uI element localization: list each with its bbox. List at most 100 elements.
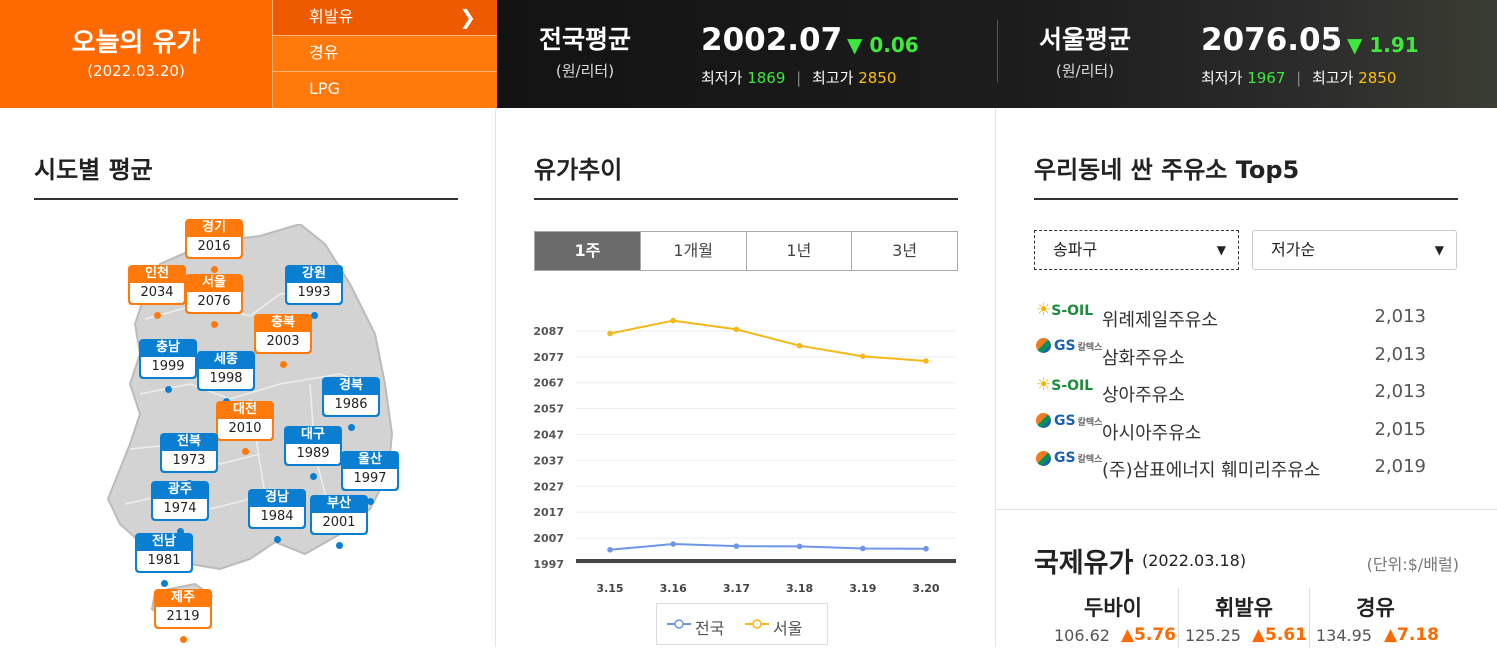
- seoul-average-unit: (원/리터): [1055, 62, 1115, 80]
- y-tick-label: 2007: [533, 532, 564, 545]
- region-marker[interactable]: 충북 2003: [254, 314, 312, 354]
- region-name: 서울: [202, 275, 226, 290]
- y-tick-label: 2057: [533, 403, 564, 416]
- fuel-menu-gasoline[interactable]: 휘발유 ❯: [273, 0, 498, 36]
- region-price: 1986: [324, 395, 378, 415]
- region-marker[interactable]: 부산 2001: [310, 495, 368, 535]
- region-marker[interactable]: 강원 1993: [285, 265, 343, 305]
- region-name: 울산: [358, 452, 382, 467]
- region-location-dot: [161, 580, 168, 587]
- region-price: 1997: [343, 469, 397, 489]
- fuel-menu-lpg[interactable]: LPG: [273, 72, 498, 108]
- region-marker[interactable]: 서울 2076: [185, 274, 243, 314]
- intl-item-change: ▲5.76: [1120, 625, 1176, 645]
- station-price: 2,015: [1374, 418, 1426, 440]
- chevron-right-icon: ❯: [459, 5, 476, 29]
- station-item[interactable]: ☀S-OIL 상아주유소 2,013: [1036, 373, 1426, 409]
- region-location-dot: [211, 321, 218, 328]
- region-name: 세종: [214, 352, 238, 367]
- period-tabs: 1주 1개월 1년 3년: [534, 231, 958, 271]
- intl-item-name: 두바이: [1084, 596, 1142, 620]
- national-min-price: 1869: [747, 69, 786, 87]
- region-marker[interactable]: 충남 1999: [139, 339, 197, 379]
- region-name: 강원: [302, 266, 326, 281]
- tab-1year[interactable]: 1년: [747, 232, 853, 270]
- region-name: 인천: [145, 266, 169, 281]
- divider: |: [796, 69, 802, 87]
- region-marker[interactable]: 인천 2034: [128, 265, 186, 305]
- region-price: 1981: [137, 551, 191, 571]
- region-marker[interactable]: 경기 2016: [185, 219, 243, 259]
- region-marker[interactable]: 세종 1998: [197, 351, 255, 391]
- data-point: [860, 353, 866, 360]
- region-marker[interactable]: 전북 1973: [160, 433, 218, 473]
- today-title: 오늘의 유가: [71, 28, 201, 58]
- region-price: 1998: [199, 369, 253, 389]
- intl-item-change: ▲7.18: [1383, 625, 1439, 645]
- data-point: [923, 545, 929, 552]
- tab-3year[interactable]: 3년: [892, 241, 918, 260]
- national-max-price: 2850: [858, 69, 897, 87]
- national-average-price: 2002.07: [701, 22, 843, 58]
- region-marker[interactable]: 전남 1981: [135, 533, 193, 573]
- chart-legend: 전국 서울: [656, 603, 828, 645]
- intl-price-date: (2022.03.18): [1142, 551, 1247, 570]
- station-price: 2,019: [1374, 456, 1426, 477]
- fuel-menu-diesel[interactable]: 경유: [273, 36, 498, 72]
- station-item[interactable]: ☀S-OIL 위례제일주유소 2,013: [1036, 298, 1426, 334]
- intl-price-title: 국제유가: [1034, 548, 1134, 579]
- section-title: 유가추이: [534, 156, 623, 184]
- tab-1month[interactable]: 1개월: [641, 232, 747, 270]
- region-name: 경기: [202, 220, 226, 235]
- price-trend-chart: 1997 2007 2017 2027 2037 2047 2057 2067 2077 2087…: [533, 317, 956, 595]
- region-marker[interactable]: 경북 1986: [322, 377, 380, 417]
- seoul-average-price: 2076.05: [1201, 22, 1343, 58]
- region-marker[interactable]: 대구 1989: [284, 426, 342, 466]
- station-item[interactable]: GS 칼텍스 삼화주유소 2,013: [1036, 336, 1426, 372]
- region-location-dot: [310, 473, 317, 480]
- data-point: [796, 543, 803, 550]
- fuel-menu-label: LPG: [309, 79, 340, 98]
- y-tick-label: 2087: [533, 325, 564, 338]
- station-item[interactable]: GS 칼텍스 (주)삼표에너지 훼미리주유소 2,019: [1036, 448, 1426, 484]
- region-name: 경남: [265, 490, 289, 505]
- divider: [34, 198, 458, 200]
- regional-average-section: 시도별 평균 경기 2016 인천 2034 서울 2076 강원 1993 충북 2003 충남 1…: [0, 108, 496, 647]
- station-item[interactable]: GS 칼텍스 아시아주유소 2,015: [1036, 411, 1426, 447]
- x-tick-label: 3.15: [596, 582, 623, 595]
- caret-down-icon: ▼: [1434, 243, 1444, 257]
- caret-down-icon: ▼: [1216, 243, 1226, 257]
- region-marker[interactable]: 대전 2010: [216, 401, 274, 441]
- region-price: 2001: [312, 513, 366, 533]
- intl-item-dubai: 두바이 106.62 ▲5.76: [1048, 588, 1179, 648]
- min-label: 최저가: [1201, 69, 1243, 87]
- region-price: 1973: [162, 451, 216, 471]
- divider: |: [1296, 69, 1302, 87]
- sort-select[interactable]: 저가순 ▼: [1252, 230, 1457, 270]
- station-price: 2,013: [1374, 306, 1426, 327]
- price-trend-section: 유가추이 1주 1개월 1년 3년 1997 2007 2017 2027 2037 20…: [496, 108, 996, 647]
- y-tick-label: 2037: [533, 454, 564, 467]
- top-bar: 오늘의 유가 (2022.03.20) 휘발유 ❯ 경유 LPG 전국평균 (원…: [0, 0, 1497, 108]
- district-select[interactable]: 송파구 ▼: [1034, 230, 1239, 270]
- region-marker[interactable]: 경남 1984: [248, 489, 306, 529]
- region-marker[interactable]: 제주 2119: [154, 589, 212, 629]
- region-price: 1984: [250, 507, 304, 527]
- station-name: 위례제일주유소: [1102, 310, 1218, 331]
- region-price: 2034: [130, 283, 184, 303]
- cheap-stations-section: 우리동네 싼 주유소 Top5 송파구 ▼ 저가순 ▼ ☀S-OIL 위례제일주유…: [996, 108, 1497, 648]
- max-label: 최고가: [812, 69, 854, 87]
- tab-1week[interactable]: 1주: [535, 232, 641, 270]
- region-price: 2003: [256, 332, 310, 352]
- region-name: 전남: [152, 534, 176, 549]
- national-average-change: ▼ 0.06: [847, 33, 919, 57]
- fuel-type-menu: 휘발유 ❯ 경유 LPG: [272, 0, 498, 108]
- seoul-max-price: 2850: [1358, 69, 1397, 87]
- region-marker[interactable]: 광주 1974: [151, 481, 209, 521]
- y-tick-label: 2077: [533, 351, 564, 364]
- region-location-dot: [280, 361, 287, 368]
- series-line-national: [609, 543, 927, 551]
- divider: [997, 20, 998, 82]
- region-marker[interactable]: 울산 1997: [341, 451, 399, 491]
- x-tick-label: 3.17: [723, 582, 750, 595]
